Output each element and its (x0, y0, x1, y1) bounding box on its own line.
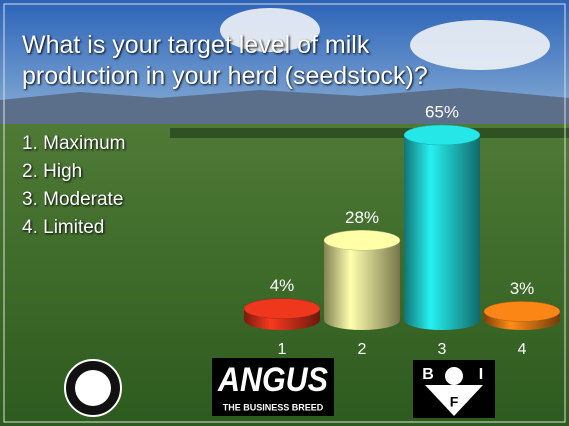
option: 2. High (22, 158, 125, 186)
x-tick-label: 4 (518, 341, 527, 358)
mountains (0, 88, 569, 130)
bif-letter: I (479, 366, 483, 383)
x-tick-label: 2 (358, 341, 367, 358)
value-label: 4% (270, 276, 295, 295)
conference-logo-inner (75, 370, 111, 406)
bar (404, 135, 480, 320)
slide-title: What is your target level of milk produc… (22, 30, 492, 92)
value-label: 28% (345, 208, 379, 227)
bar-top (244, 299, 320, 319)
angus-tagline: THE BUSINESS BREED (223, 402, 324, 412)
x-tick-label: 3 (438, 341, 447, 358)
value-label: 65% (425, 102, 459, 121)
angus-text: ANGUS (217, 361, 328, 399)
bar-top (404, 125, 480, 145)
bif-letter: B (422, 366, 434, 383)
bar (324, 240, 400, 320)
bif-head (445, 367, 463, 385)
option: 4. Limited (22, 214, 125, 242)
slide: ANGUS THE BUSINESS BREED B I F 4% 1 28% 2 65… (0, 0, 569, 426)
option: 3. Moderate (22, 186, 125, 214)
bif-letter: F (450, 394, 459, 410)
bar-top (324, 230, 400, 250)
value-label: 3% (510, 279, 535, 298)
x-tick-label: 1 (278, 341, 287, 358)
bar-top (484, 301, 560, 321)
option: 1. Maximum (22, 130, 125, 158)
treeline (170, 128, 569, 138)
